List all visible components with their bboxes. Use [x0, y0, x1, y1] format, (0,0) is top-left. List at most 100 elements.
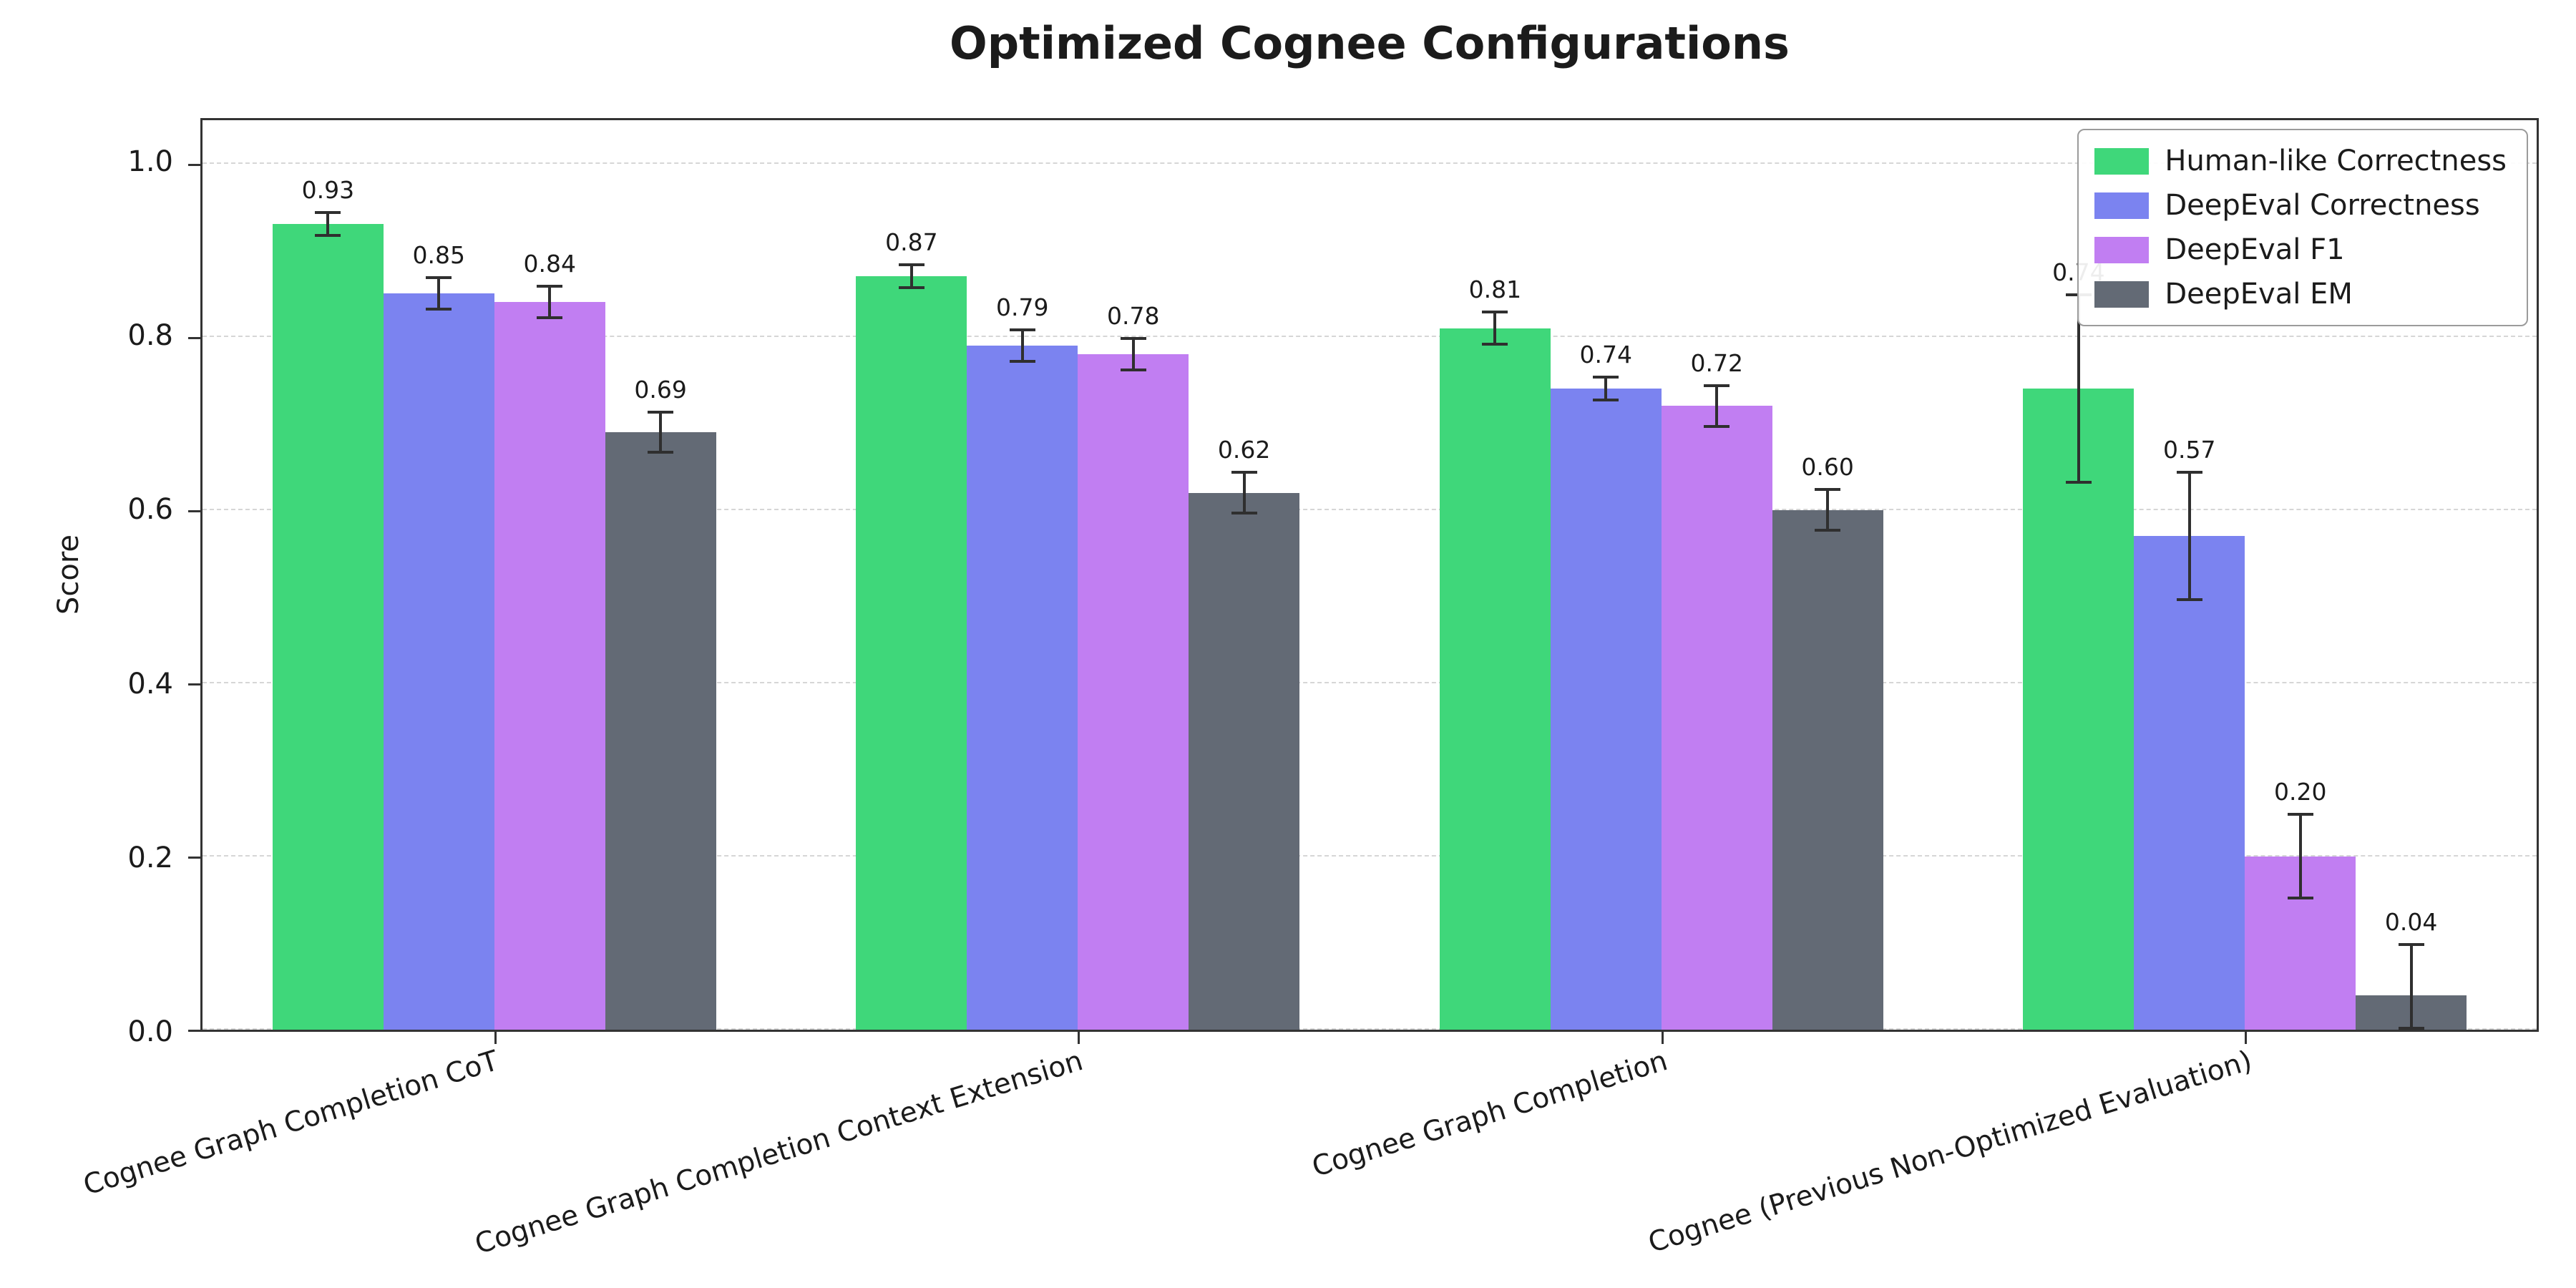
error-bar: [2176, 471, 2202, 601]
bar-value-label: 0.93: [301, 176, 355, 205]
error-bar: [1009, 328, 1035, 363]
chart-title: Optimized Cognee Configurations: [950, 17, 1790, 69]
bar-slot: 0.04: [2356, 120, 2467, 1030]
bar-value-label: 0.62: [1217, 436, 1271, 464]
legend-item-deepeval-em: DeepEval EM: [2094, 278, 2507, 311]
bar-slot: 0.85: [383, 120, 494, 1030]
y-tick-mark: [188, 1030, 200, 1032]
gridline: [203, 1028, 2537, 1030]
bar-slot: 0.20: [2245, 120, 2356, 1030]
bar-deepeval-em: [1189, 492, 1300, 1030]
bar-human-like-correctness: [272, 224, 384, 1030]
bar-deepeval-correctness: [967, 345, 1078, 1030]
y-tick-mark: [188, 509, 200, 512]
bar-value-label: 0.74: [1579, 341, 1633, 369]
bar-deepeval-em: [605, 431, 716, 1030]
x-tick-mark: [1078, 1032, 1080, 1044]
legend-swatch: [2094, 236, 2150, 263]
bar-value-label: 0.84: [523, 250, 576, 278]
gridlines: [203, 120, 2537, 1030]
error-bar: [537, 285, 563, 320]
bar-value-label: 0.60: [1801, 453, 1854, 482]
legend-item-deepeval-correctness: DeepEval Correctness: [2094, 189, 2507, 222]
bar-group-cognee-previous-non-optimized-evaluation: 0.74 0.57 0.20 0.04: [2023, 120, 2467, 1030]
gridline: [203, 854, 2537, 857]
x-axis-tick-labels: Cognee Graph Completion CoT Cognee Graph …: [79, 1032, 2539, 1287]
bar-value-label: 0.81: [1468, 275, 1522, 304]
bar-human-like-correctness: [856, 275, 967, 1030]
y-tick-label: 0.8: [127, 319, 173, 353]
error-bar: [1593, 376, 1619, 402]
bar-human-like-correctness: [1439, 328, 1551, 1030]
bar-slot: 0.84: [494, 120, 605, 1030]
bar-deepeval-f1: [1661, 406, 1772, 1030]
bar-deepeval-f1: [1078, 353, 1189, 1030]
bar-slot: 0.87: [856, 120, 967, 1030]
legend-swatch: [2094, 280, 2150, 308]
y-tick-mark: [188, 163, 200, 166]
legend-label: DeepEval EM: [2165, 278, 2353, 311]
error-bar: [1231, 471, 1257, 514]
legend-swatch: [2094, 147, 2150, 175]
bar-group-cognee-graph-completion: 0.81 0.74 0.72 0.60: [1439, 120, 1883, 1030]
y-tick-label: 0.4: [127, 667, 173, 701]
bar-slot: 0.93: [272, 120, 384, 1030]
bars-layer: 0.93 0.85 0.84 0.69 0.87 0.79 0.78 0.62 0.81 0.74…: [203, 120, 2537, 1030]
legend-item-deepeval-f1: DeepEval F1: [2094, 233, 2507, 266]
x-tick-label: Cognee Graph Completion: [1308, 1045, 1672, 1184]
bar-slot: 0.74: [2023, 120, 2135, 1030]
bar-value-label: 0.72: [1690, 349, 1743, 378]
bar-deepeval-em: [1772, 509, 1883, 1030]
bar-value-label: 0.20: [2273, 778, 2327, 806]
error-bar: [1704, 384, 1730, 428]
error-bar: [1815, 488, 1841, 532]
bar-slot: 0.79: [967, 120, 1078, 1030]
y-tick-label: 0.2: [127, 841, 173, 874]
x-tick-label: Cognee (Previous Non-Optimized Evaluatio…: [1644, 1045, 2256, 1260]
bar-value-label: 0.79: [996, 293, 1049, 321]
bar-deepeval-correctness: [2134, 536, 2245, 1030]
y-tick-mark: [188, 336, 200, 339]
x-tick-label: Cognee Graph Completion CoT: [79, 1045, 502, 1202]
error-bar: [1482, 311, 1508, 346]
bar-deepeval-f1: [494, 302, 605, 1030]
gridline: [203, 162, 2537, 164]
plot-area: 0.93 0.85 0.84 0.69 0.87 0.79 0.78 0.62 0.81 0.74…: [188, 118, 2539, 1044]
x-tick-mark: [494, 1032, 497, 1044]
bar-slot: 0.81: [1439, 120, 1551, 1030]
bar-slot: 0.74: [1550, 120, 1662, 1030]
bar-slot: 0.78: [1078, 120, 1189, 1030]
error-bar: [2398, 942, 2424, 1030]
legend-item-human-like-correctness: Human-like Correctness: [2094, 145, 2507, 177]
bar-slot: 0.69: [605, 120, 716, 1030]
bar-value-label: 0.85: [412, 240, 466, 269]
y-tick-mark: [188, 683, 200, 686]
bar-slot: 0.57: [2134, 120, 2245, 1030]
gridline: [203, 508, 2537, 510]
bar-value-label: 0.04: [2384, 907, 2438, 936]
y-tick-label: 0.6: [127, 493, 173, 527]
error-bar: [2287, 813, 2313, 900]
error-bar: [1120, 336, 1146, 372]
error-bar: [315, 211, 341, 238]
legend-swatch: [2094, 192, 2150, 219]
legend-label: Human-like Correctness: [2165, 145, 2507, 177]
x-tick-mark: [1661, 1032, 1664, 1044]
legend-label: DeepEval F1: [2165, 233, 2345, 266]
bar-group-cognee-graph-completion-cot: 0.93 0.85 0.84 0.69: [272, 120, 716, 1030]
error-bar: [426, 275, 452, 311]
bar-value-label: 0.87: [885, 228, 938, 256]
bar-value-label: 0.57: [2163, 436, 2216, 464]
bar-value-label: 0.69: [634, 375, 687, 404]
gridline: [203, 681, 2537, 683]
bar-slot: 0.60: [1772, 120, 1883, 1030]
bar-value-label: 0.78: [1106, 301, 1160, 330]
bar-human-like-correctness: [2023, 389, 2135, 1030]
error-bar: [648, 410, 674, 454]
legend-label: DeepEval Correctness: [2165, 189, 2480, 222]
x-tick-mark: [2245, 1032, 2248, 1044]
bar-deepeval-correctness: [1550, 389, 1662, 1030]
y-tick-label: 0.0: [127, 1015, 173, 1048]
y-axis-tick-labels: 0.0 0.2 0.4 0.6 0.8 1.0: [0, 118, 173, 1048]
